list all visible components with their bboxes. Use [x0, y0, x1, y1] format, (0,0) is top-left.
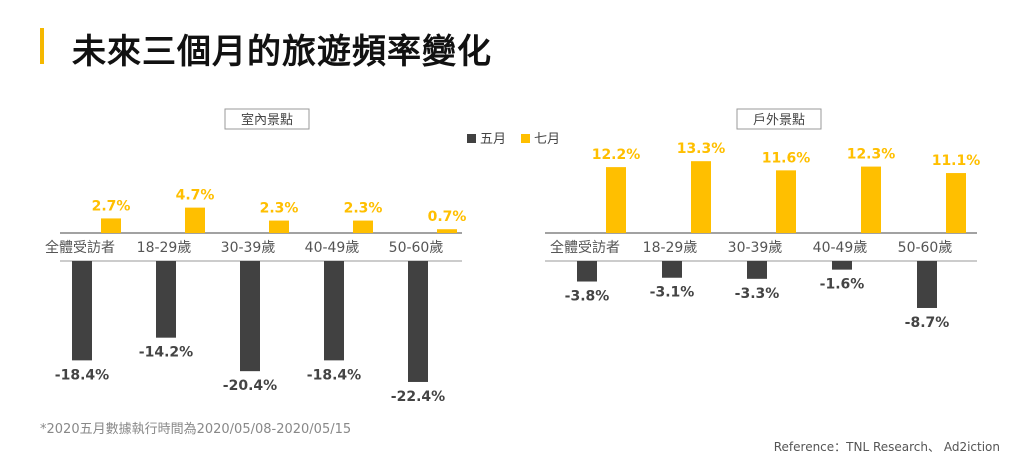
- indoor-label-july: 2.3%: [344, 201, 383, 217]
- title-accent-bar: [40, 28, 44, 64]
- page-title: 未來三個月的旅遊頻率變化: [72, 32, 492, 72]
- outdoor-category-label: 40-49歲: [813, 240, 868, 256]
- outdoor-label-may: -3.1%: [650, 285, 695, 301]
- outdoor-bar-may: [662, 261, 682, 278]
- legend-swatch-may: [467, 134, 476, 143]
- outdoor-bar-may: [747, 261, 767, 279]
- indoor-group-label-box: [224, 108, 310, 130]
- legend-label-july: 七月: [534, 132, 560, 147]
- outdoor-bar-july: [691, 161, 711, 233]
- indoor-label-may: -14.2%: [139, 345, 193, 361]
- indoor-category-label: 40-49歲: [305, 240, 360, 256]
- indoor-label-july: 2.3%: [260, 201, 299, 217]
- indoor-bar-may: [408, 261, 428, 382]
- outdoor-label-july: 13.3%: [677, 141, 726, 157]
- indoor-label-may: -20.4%: [223, 378, 277, 394]
- indoor-label-may: -18.4%: [55, 367, 109, 383]
- outdoor-bar-may: [917, 261, 937, 308]
- outdoor-bar-may: [832, 261, 852, 270]
- outdoor-category-label: 18-29歲: [643, 240, 698, 256]
- indoor-bar-july: [437, 229, 457, 233]
- indoor-category-label: 18-29歲: [137, 240, 192, 256]
- outdoor-bar-july: [946, 173, 966, 233]
- legend-label-may: 五月: [480, 132, 506, 147]
- indoor-category-label: 全體受訪者: [45, 239, 115, 256]
- indoor-bar-may: [72, 261, 92, 361]
- indoor-label-july: 2.7%: [92, 198, 131, 214]
- outdoor-label-may: -8.7%: [905, 315, 950, 331]
- outdoor-label-july: 11.1%: [932, 153, 981, 169]
- outdoor-label-july: 12.3%: [847, 147, 896, 163]
- outdoor-category-label: 30-39歲: [728, 240, 783, 256]
- indoor-bar-july: [101, 218, 121, 233]
- indoor-bar-july: [185, 207, 205, 233]
- outdoor-label-july: 11.6%: [762, 150, 811, 166]
- outdoor-category-label: 全體受訪者: [550, 239, 620, 256]
- outdoor-bar-may: [577, 261, 597, 282]
- outdoor-group-label-box: [736, 108, 822, 130]
- indoor-category-label: 30-39歲: [221, 240, 276, 256]
- indoor-bar-july: [269, 220, 289, 233]
- outdoor-category-label: 50-60歲: [898, 240, 953, 256]
- outdoor-label-may: -1.6%: [820, 277, 865, 293]
- indoor-label-july: 0.7%: [428, 209, 467, 225]
- indoor-label-may: -22.4%: [391, 389, 445, 405]
- indoor-bar-may: [156, 261, 176, 338]
- outdoor-label-july: 12.2%: [592, 147, 641, 163]
- indoor-label-july: 4.7%: [176, 188, 215, 204]
- outdoor-bar-july: [606, 167, 626, 233]
- indoor-category-label: 50-60歲: [389, 240, 444, 256]
- indoor-bar-may: [324, 261, 344, 361]
- indoor-group-label: 室內景點: [241, 112, 293, 128]
- indoor-label-may: -18.4%: [307, 367, 361, 383]
- indoor-bar-july: [353, 220, 373, 233]
- outdoor-bar-july: [776, 170, 796, 233]
- outdoor-label-may: -3.3%: [735, 286, 780, 302]
- outdoor-bar-july: [861, 166, 881, 233]
- outdoor-label-may: -3.8%: [565, 289, 610, 305]
- footnote: *2020五月數據執行時間為2020/05/08-2020/05/15: [40, 422, 352, 437]
- legend-swatch-july: [521, 134, 530, 143]
- outdoor-group-label: 戶外景點: [753, 113, 805, 128]
- reference: Reference：TNL Research、 Ad2iction: [773, 440, 1000, 454]
- indoor-bar-may: [240, 261, 260, 372]
